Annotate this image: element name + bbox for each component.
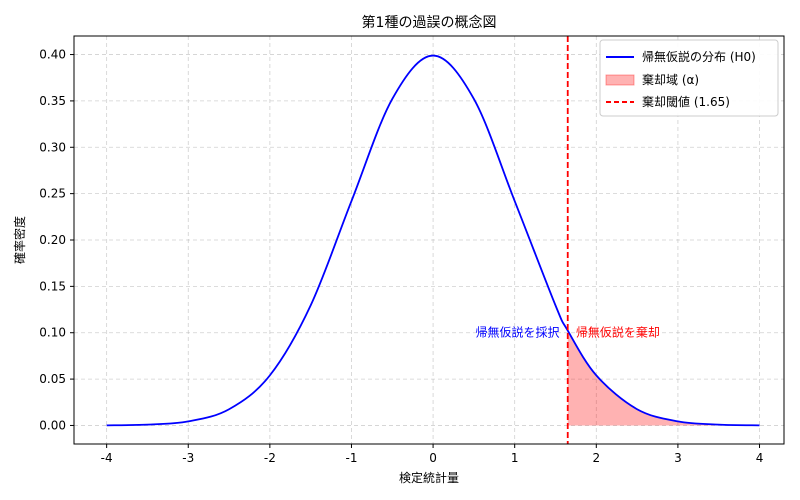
x-tick-label: 4 — [756, 451, 764, 465]
y-tick-label: 0.15 — [39, 279, 66, 293]
legend: 帰無仮説の分布 (H0) 棄却域 (α) 棄却閾値 (1.65) — [599, 39, 779, 117]
legend-fill-swatch — [605, 74, 635, 86]
x-tick-label: 2 — [592, 451, 600, 465]
y-axis-label: 確率密度 — [12, 216, 27, 264]
y-tick-label: 0.20 — [39, 233, 66, 247]
legend-label-h0: 帰無仮説の分布 (H0) — [642, 49, 756, 64]
x-tick-label: -3 — [182, 451, 194, 465]
x-tick-label: -4 — [101, 451, 113, 465]
y-tick-label: 0.30 — [39, 140, 66, 154]
y-tick-label: 0.40 — [39, 48, 66, 62]
accept-annotation: 帰無仮説を採択 — [476, 325, 560, 340]
y-axis-ticks: 0.00 0.05 0.10 0.15 0.20 0.25 0.30 0.35 0.40 — [39, 48, 74, 432]
x-tick-label: -2 — [264, 451, 276, 465]
x-axis-ticks: -4 -3 -2 -1 0 1 2 3 4 — [101, 444, 764, 465]
reject-annotation: 帰無仮説を棄却 — [576, 325, 660, 340]
h0-distribution-line — [106, 54, 760, 427]
x-tick-label: 1 — [511, 451, 519, 465]
legend-label-threshold: 棄却閾値 (1.65) — [642, 94, 730, 109]
x-tick-label: 3 — [674, 451, 682, 465]
y-tick-label: 0.00 — [39, 418, 66, 432]
y-tick-label: 0.35 — [39, 94, 66, 108]
fill-layer — [567, 330, 760, 426]
chart-title: 第1種の過誤の概念図 — [362, 14, 497, 31]
y-tick-label: 0.25 — [39, 187, 66, 201]
y-tick-label: 0.05 — [39, 372, 66, 386]
legend-box — [599, 39, 779, 117]
rejection-region-area — [567, 330, 760, 426]
x-tick-label: 0 — [429, 451, 437, 465]
legend-label-rejection-region: 棄却域 (α) — [642, 72, 699, 87]
x-tick-label: -1 — [345, 451, 357, 465]
y-tick-label: 0.10 — [39, 326, 66, 340]
annotation-layer: 帰無仮説を採択 帰無仮説を棄却 — [476, 325, 660, 340]
x-axis-label: 検定統計量 — [399, 470, 459, 485]
line-layer — [106, 36, 760, 444]
